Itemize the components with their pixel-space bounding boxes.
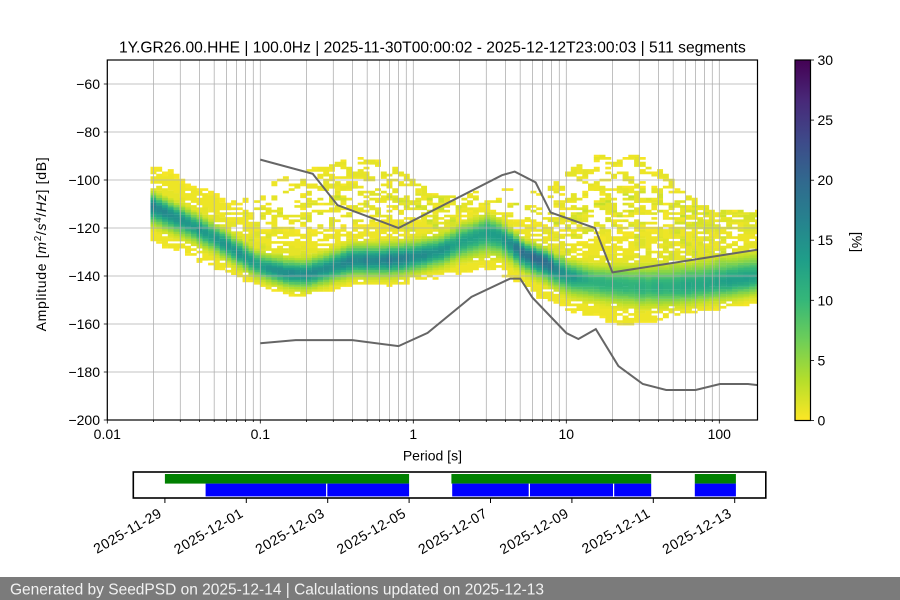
svg-text:30: 30 (818, 52, 834, 68)
svg-text:0.01: 0.01 (94, 426, 121, 442)
svg-text:−120: −120 (68, 220, 100, 236)
svg-text:−160: −160 (68, 316, 100, 332)
svg-text:−200: −200 (68, 412, 100, 428)
svg-text:100: 100 (708, 426, 732, 442)
svg-text:−180: −180 (68, 364, 100, 380)
svg-text:−80: −80 (76, 124, 100, 140)
svg-text:Amplitude [m2/s4/Hz] [dB]: Amplitude [m2/s4/Hz] [dB] (33, 157, 49, 332)
svg-text:5: 5 (818, 352, 826, 368)
svg-text:−140: −140 (68, 268, 100, 284)
svg-text:1: 1 (409, 426, 417, 442)
svg-text:−100: −100 (68, 172, 100, 188)
svg-text:20: 20 (818, 172, 834, 188)
svg-text:1Y.GR26.00.HHE | 100.0Hz | 202: 1Y.GR26.00.HHE | 100.0Hz | 2025-11-30T00… (119, 40, 746, 57)
svg-text:Generated by SeedPSD on 2025-1: Generated by SeedPSD on 2025-12-14 | Cal… (10, 582, 544, 599)
svg-text:10: 10 (559, 426, 575, 442)
svg-text:−60: −60 (76, 76, 100, 92)
svg-text:25: 25 (818, 112, 834, 128)
svg-text:Period [s]: Period [s] (403, 448, 462, 464)
svg-text:15: 15 (818, 232, 834, 248)
svg-text:0: 0 (818, 413, 826, 429)
svg-text:[%]: [%] (849, 232, 865, 252)
svg-text:10: 10 (818, 292, 834, 308)
svg-text:0.1: 0.1 (251, 426, 271, 442)
